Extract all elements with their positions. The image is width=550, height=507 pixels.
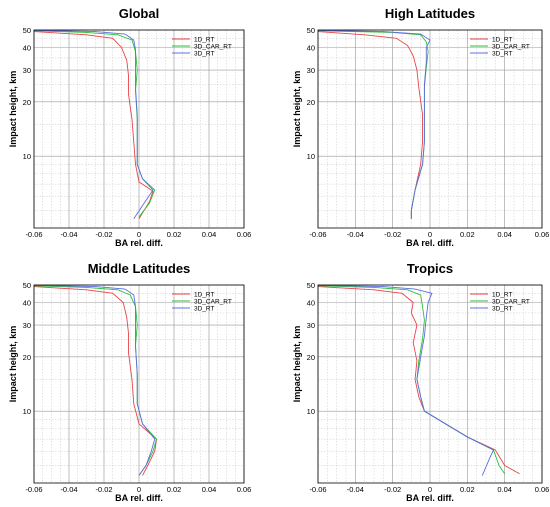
y-tick-label: 20 xyxy=(307,98,315,107)
x-tick-label: -0.04 xyxy=(347,485,364,494)
x-tick-label: 0.04 xyxy=(497,230,512,239)
y-tick-label: 50 xyxy=(307,26,315,35)
legend-label: 3D_CAR_RT xyxy=(194,298,232,305)
x-axis-label: BA rel. diff. xyxy=(115,493,163,503)
x-tick-label: -0.02 xyxy=(384,230,401,239)
x-tick-label: -0.06 xyxy=(309,230,326,239)
series-line-1d-rt xyxy=(33,286,157,476)
x-tick-label: 0.06 xyxy=(535,485,550,494)
series-line-3d-rt xyxy=(317,284,495,476)
y-tick-label: 10 xyxy=(23,152,31,161)
legend-label: 1D_RT xyxy=(492,291,513,298)
y-tick-label: 40 xyxy=(307,298,315,307)
panel-title: Tropics xyxy=(407,261,453,276)
series-line-1d-rt xyxy=(317,31,423,219)
panel-global: -0.06 -0.04 -0.02 0 0.02 0.04 0.06 10 20 30 40 50 Gl… xyxy=(8,6,251,248)
y-axis-label: Impact height, km xyxy=(292,326,302,403)
series-line-3d-rt xyxy=(317,29,431,219)
legend-label: 3D_RT xyxy=(194,50,215,57)
legend-label: 3D_RT xyxy=(194,305,215,312)
legend-label: 1D_RT xyxy=(492,36,513,43)
x-axis-label: BA rel. diff. xyxy=(406,238,454,248)
y-tick-label: 50 xyxy=(23,26,31,35)
series-line-3d-car-rt xyxy=(317,30,429,219)
y-tick-label: 40 xyxy=(23,43,31,52)
panel-middle-latitudes: -0.06 -0.04 -0.02 0 0.02 0.04 0.06 10 20 30 40 50 Mi… xyxy=(8,261,251,503)
y-tick-label: 30 xyxy=(307,321,315,330)
x-tick-label: 0.04 xyxy=(497,485,512,494)
legend-label: 3D_CAR_RT xyxy=(492,43,530,50)
x-tick-label: -0.04 xyxy=(347,230,364,239)
panel-title: High Latitudes xyxy=(385,6,475,21)
x-tick-label: -0.04 xyxy=(60,485,77,494)
legend-label: 1D_RT xyxy=(194,291,215,298)
y-tick-label: 20 xyxy=(307,353,315,362)
series-line-3d-rt xyxy=(33,29,154,220)
x-tick-label: 0 xyxy=(137,230,141,239)
plot-frame xyxy=(33,29,245,229)
panel-title: Global xyxy=(119,6,159,21)
x-tick-label: 0.04 xyxy=(202,230,217,239)
y-tick-label: 10 xyxy=(307,152,315,161)
y-tick-label: 20 xyxy=(23,98,31,107)
x-tick-label: 0 xyxy=(428,230,432,239)
panel-title: Middle Latitudes xyxy=(88,261,191,276)
x-tick-label: 0.06 xyxy=(237,230,252,239)
y-tick-label: 30 xyxy=(307,66,315,75)
legend-label: 3D_CAR_RT xyxy=(194,43,232,50)
x-tick-label: 0.06 xyxy=(237,485,252,494)
x-tick-label: -0.04 xyxy=(60,230,77,239)
y-tick-label: 20 xyxy=(23,353,31,362)
y-tick-label: 30 xyxy=(23,321,31,330)
x-tick-label: 0 xyxy=(137,485,141,494)
series-line-1d-rt xyxy=(33,31,154,220)
x-tick-label: 0.02 xyxy=(460,230,475,239)
x-tick-label: 0.02 xyxy=(167,230,182,239)
legend-label: 3D_RT xyxy=(492,305,513,312)
legend-label: 3D_RT xyxy=(492,50,513,57)
y-axis-label: Impact height, km xyxy=(292,71,302,148)
x-tick-label: 0.04 xyxy=(202,485,217,494)
x-tick-label: -0.06 xyxy=(309,485,326,494)
x-axis-label: BA rel. diff. xyxy=(406,493,454,503)
x-tick-label: -0.02 xyxy=(95,485,112,494)
plot-frame xyxy=(317,29,543,229)
x-tick-label: -0.02 xyxy=(384,485,401,494)
x-tick-label: -0.06 xyxy=(25,230,42,239)
legend-label: 3D_CAR_RT xyxy=(492,298,530,305)
y-axis-label: Impact height, km xyxy=(8,326,18,403)
y-tick-label: 10 xyxy=(23,407,31,416)
x-tick-label: -0.06 xyxy=(25,485,42,494)
series-line-3d-car-rt xyxy=(33,30,156,218)
x-tick-label: 0.02 xyxy=(167,485,182,494)
x-tick-label: -0.02 xyxy=(95,230,112,239)
y-tick-label: 40 xyxy=(307,43,315,52)
plot-frame xyxy=(317,284,543,484)
x-tick-label: 0 xyxy=(428,485,432,494)
y-tick-label: 10 xyxy=(307,407,315,416)
panel-tropics: -0.06 -0.04 -0.02 0 0.02 0.04 0.06 10 20 30 40 50 Tr… xyxy=(292,261,549,503)
y-tick-label: 50 xyxy=(23,281,31,290)
legend-label: 1D_RT xyxy=(194,36,215,43)
series-line-1d-rt xyxy=(317,286,520,475)
panel-high-latitudes: -0.06 -0.04 -0.02 0 0.02 0.04 0.06 10 20 30 40 50 Hi… xyxy=(292,6,549,248)
y-tick-label: 50 xyxy=(307,281,315,290)
plot-frame xyxy=(33,284,245,484)
series-line-3d-rt xyxy=(33,284,156,476)
x-axis-label: BA rel. diff. xyxy=(115,238,163,248)
y-tick-label: 30 xyxy=(23,66,31,75)
x-tick-label: 0.02 xyxy=(460,485,475,494)
y-axis-label: Impact height, km xyxy=(8,71,18,148)
y-tick-label: 40 xyxy=(23,298,31,307)
x-tick-label: 0.06 xyxy=(535,230,550,239)
